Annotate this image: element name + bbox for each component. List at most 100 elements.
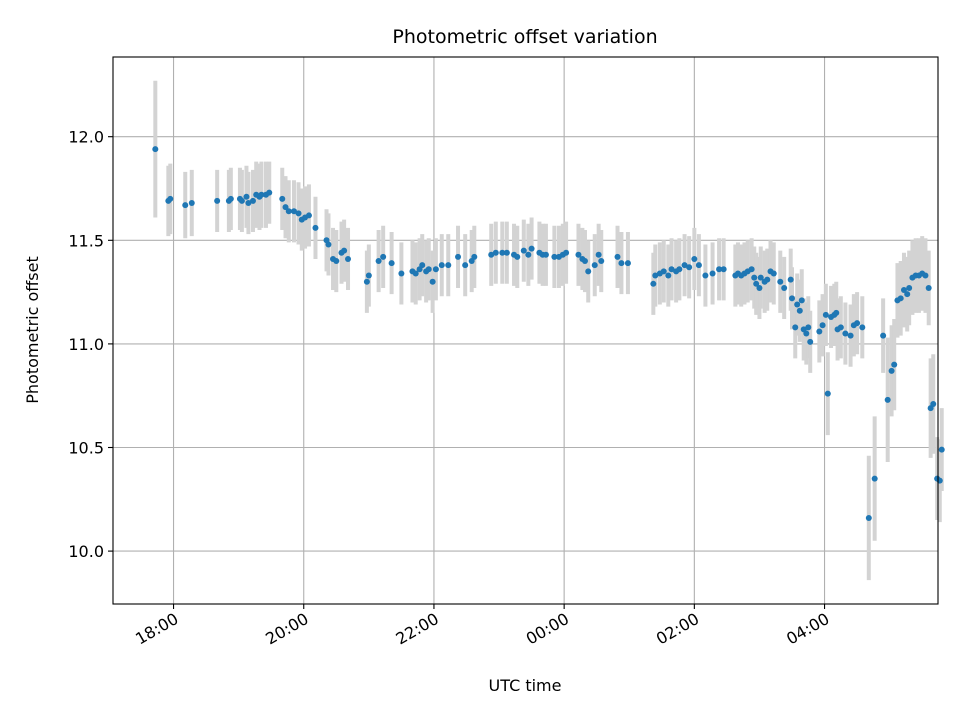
data-point — [880, 332, 887, 339]
data-point — [412, 270, 419, 277]
data-point — [345, 255, 352, 262]
data-point — [432, 266, 439, 273]
data-point — [805, 324, 812, 331]
data-point — [819, 322, 826, 329]
data-point — [824, 390, 831, 397]
data-point — [425, 266, 432, 273]
data-point — [575, 251, 582, 258]
data-point — [182, 202, 189, 209]
data-point — [266, 189, 273, 196]
data-point — [691, 255, 698, 262]
data-point — [906, 284, 913, 291]
data-point — [716, 266, 723, 273]
data-point — [781, 284, 788, 291]
data-point — [816, 328, 823, 335]
data-point — [445, 262, 452, 269]
data-point — [503, 249, 510, 256]
data-point — [900, 287, 907, 294]
data-point — [152, 146, 159, 153]
data-point — [798, 297, 805, 304]
data-point — [295, 210, 302, 217]
data-point — [618, 260, 625, 267]
data-point — [520, 247, 527, 254]
data-point — [702, 272, 709, 279]
data-point — [312, 224, 319, 231]
data-point — [904, 291, 911, 298]
data-point — [488, 251, 495, 258]
data-point — [499, 249, 506, 256]
data-point — [595, 251, 602, 258]
data-point — [388, 260, 395, 267]
data-point — [243, 193, 250, 200]
data-point — [787, 276, 794, 283]
data-point — [285, 208, 292, 215]
data-point — [660, 268, 667, 275]
y-tick-label: 11.0 — [68, 335, 104, 354]
data-point — [542, 251, 549, 258]
data-point — [757, 274, 764, 281]
y-tick-label: 12.0 — [68, 128, 104, 147]
data-point — [938, 446, 945, 453]
data-point — [528, 245, 535, 252]
data-point — [581, 258, 588, 265]
data-point — [462, 262, 469, 269]
data-point — [925, 284, 932, 291]
chart-title: Photometric offset variation — [392, 26, 657, 48]
data-point — [794, 301, 801, 308]
data-point — [748, 266, 755, 273]
data-point — [585, 268, 592, 275]
data-point — [865, 514, 872, 521]
data-point — [652, 272, 659, 279]
data-point — [333, 258, 340, 265]
data-point — [525, 251, 532, 258]
data-point — [455, 253, 462, 260]
data-point — [676, 266, 683, 273]
data-point — [891, 361, 898, 368]
data-point — [279, 195, 286, 202]
data-point — [668, 266, 675, 273]
data-point — [227, 195, 234, 202]
data-point — [551, 253, 558, 260]
y-tick-label: 10.0 — [68, 542, 104, 561]
data-point — [709, 270, 716, 277]
data-point — [686, 264, 693, 271]
data-points — [152, 146, 945, 521]
data-point — [380, 253, 387, 260]
y-tick-label: 10.5 — [68, 439, 104, 458]
data-point — [258, 191, 265, 198]
x-axis-label: UTC time — [489, 676, 562, 695]
data-point — [438, 262, 445, 269]
data-point — [624, 260, 631, 267]
data-point — [365, 272, 372, 279]
data-point — [665, 272, 672, 279]
data-point — [695, 262, 702, 269]
data-point — [325, 241, 332, 248]
data-point — [290, 208, 297, 215]
data-point — [777, 278, 784, 285]
data-point — [492, 249, 499, 256]
data-point — [859, 324, 866, 331]
data-point — [753, 280, 760, 287]
data-point — [756, 284, 763, 291]
data-point — [897, 295, 904, 302]
plot-frame — [112, 56, 939, 605]
data-point — [363, 278, 370, 285]
y-tick-label: 11.5 — [68, 231, 104, 250]
data-point — [764, 276, 771, 283]
data-point — [888, 367, 895, 374]
data-point — [429, 278, 436, 285]
data-point — [614, 253, 621, 260]
data-point — [803, 330, 810, 337]
data-point — [788, 295, 795, 302]
data-point — [884, 396, 891, 403]
data-point — [822, 311, 829, 318]
data-point — [375, 258, 382, 265]
data-point — [341, 247, 348, 254]
data-point — [792, 324, 799, 331]
data-point — [245, 200, 252, 207]
data-point — [238, 197, 245, 204]
data-point — [751, 274, 758, 281]
data-point — [282, 204, 289, 211]
data-point — [770, 270, 777, 277]
